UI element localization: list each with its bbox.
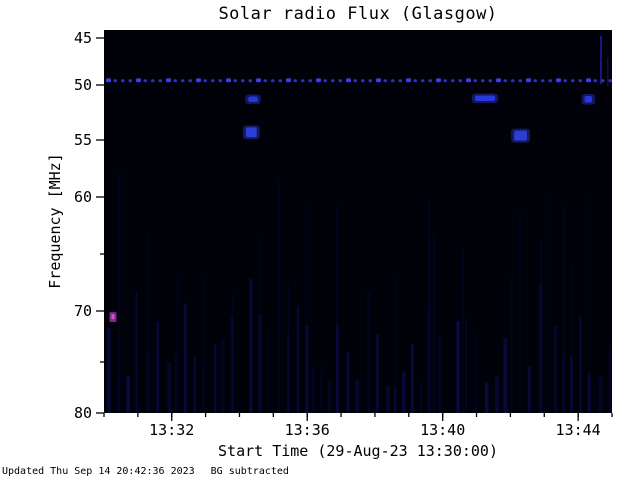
updated-timestamp: Updated Thu Sep 14 20:42:36 2023 [2,466,195,477]
x-axis-label: Start Time (29-Aug-23 13:30:00) [218,442,498,460]
bg-subtracted-note: BG subtracted [210,466,289,477]
x-tick-label: 13:36 [284,421,330,439]
x-tick-label: 13:32 [149,421,195,439]
chart-title: Solar radio Flux (Glasgow) [218,4,498,24]
x-tick-label: 13:40 [420,421,466,439]
y-tick-label: 50 [73,76,92,94]
y-tick-label: 80 [73,404,92,422]
x-tick-label: 13:44 [555,421,601,439]
y-tick-label: 60 [73,188,92,206]
y-axis-label: Frequency [MHz] [46,153,64,289]
footer-text: Updated Thu Sep 14 20:42:36 2023 BG subtr… [2,466,289,477]
y-tick-label: 70 [73,302,92,320]
y-tick-label: 55 [73,131,92,149]
y-tick-label: 45 [73,29,92,47]
